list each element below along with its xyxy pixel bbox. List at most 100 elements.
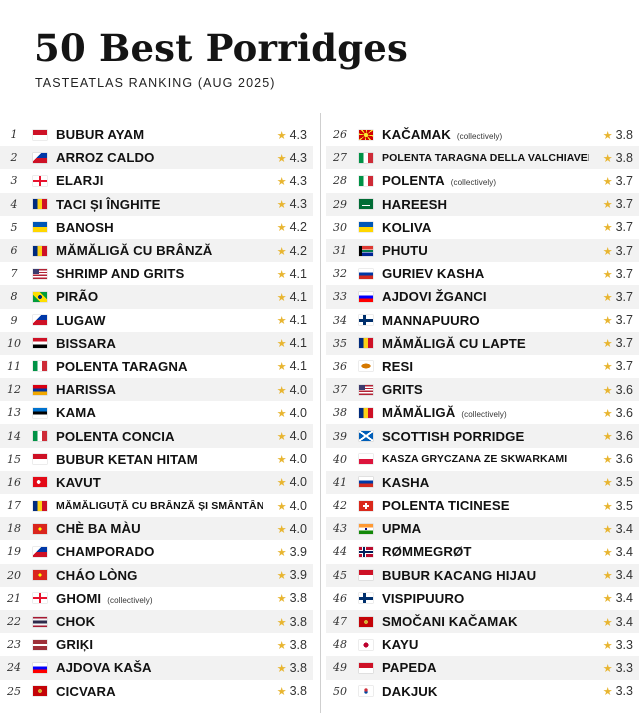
dish-name-text: MĂMĂLIGUȚĂ CU BRÂNZĂ ȘI SMÂNTÂNĂ <box>56 499 263 512</box>
dish-name: GRIĶI <box>56 637 263 652</box>
dish-name: CHÁO LÒNG <box>56 568 263 583</box>
rating: ★ 3.3 <box>589 684 639 698</box>
dish-name: KAČAMAK (collectively) <box>382 127 589 142</box>
dish-name: UPMA <box>382 521 589 536</box>
ranking-row: 14 POLENTA CONCIA ★ 4.0 <box>0 424 313 448</box>
rating-value: 4.1 <box>289 336 307 351</box>
rating: ★ 4.2 <box>263 220 313 234</box>
rating: ★ 3.5 <box>589 475 639 489</box>
rating-value: 3.4 <box>615 591 633 606</box>
italy-flag <box>359 175 373 186</box>
dish-name: BUBUR AYAM <box>56 127 263 142</box>
dish-name: POLENTA CONCIA <box>56 429 263 444</box>
rating-value: 4.0 <box>289 452 307 467</box>
dish-name: MĂMĂLIGĂ CU LAPTE <box>382 336 589 351</box>
rating: ★ 4.0 <box>263 452 313 466</box>
ranking-column-left: 1 BUBUR AYAM ★ 4.3 2 ARROZ CALDO ★ 4.3 3 ELARJI ★ 4… <box>0 123 313 703</box>
dish-name: BUBUR KACANG HIJAU <box>382 568 589 583</box>
rating-value: 3.7 <box>615 220 633 235</box>
rank-number: 33 <box>333 290 347 304</box>
star-icon: ★ <box>602 686 613 699</box>
philippines-flag <box>33 152 47 163</box>
rating-value: 3.7 <box>615 336 633 351</box>
dish-name: POLENTA TARAGNA <box>56 359 263 374</box>
indonesia-flag <box>359 662 373 673</box>
rank-number: 19 <box>7 545 21 559</box>
ranking-row: 25 CICVARA ★ 3.8 <box>0 680 313 703</box>
star-icon: ★ <box>276 407 287 420</box>
rank-number: 22 <box>7 615 21 629</box>
rating: ★ 3.7 <box>589 336 639 350</box>
rating-value: 3.7 <box>615 359 633 374</box>
rank-number: 6 <box>10 244 18 258</box>
star-icon: ★ <box>602 152 613 165</box>
ranking-row: 11 POLENTA TARAGNA ★ 4.1 <box>0 355 313 378</box>
slovenia-flag <box>359 291 373 302</box>
rating: ★ 4.3 <box>263 197 313 211</box>
star-icon: ★ <box>602 477 613 490</box>
dish-name-text: UPMA <box>382 521 422 537</box>
dish-name-text: CHÁO LÒNG <box>56 567 138 583</box>
rank-number: 40 <box>333 452 347 466</box>
rating: ★ 4.3 <box>263 128 313 142</box>
star-icon: ★ <box>276 315 287 328</box>
rating-value: 3.6 <box>615 452 633 467</box>
ranking-column-right: 26 KAČAMAK (collectively) ★ 3.8 27 POLENTA TAR… <box>326 123 639 703</box>
star-icon: ★ <box>602 338 613 351</box>
dish-name: PIRÃO <box>56 289 263 304</box>
dish-name: MĂMĂLIGĂ (collectively) <box>382 405 589 420</box>
ranking-row: 4 TACI ȘI ÎNGHITE ★ 4.3 <box>0 192 313 216</box>
ranking-row: 16 KAVUT ★ 4.0 <box>0 470 313 494</box>
ranking-row: 49 PAPEDA ★ 3.3 <box>326 656 639 680</box>
romania-flag <box>359 338 373 349</box>
rating: ★ 3.6 <box>589 452 639 466</box>
dish-name: BUBUR KETAN HITAM <box>56 452 263 467</box>
dish-name: KASHA <box>382 475 589 490</box>
romania-flag <box>33 245 47 256</box>
latvia-flag <box>33 639 47 650</box>
saudi-arabia-flag <box>359 199 373 210</box>
rating: ★ 4.0 <box>263 475 313 489</box>
dish-name-text: PHUTU <box>382 243 428 259</box>
rating-value: 4.0 <box>289 521 307 536</box>
star-icon: ★ <box>602 175 613 188</box>
dish-name: RØMMEGRØT <box>382 544 589 559</box>
rank-number: 2 <box>10 151 18 165</box>
star-icon: ★ <box>602 454 613 467</box>
rank-number: 3 <box>10 174 18 188</box>
star-icon: ★ <box>276 639 287 652</box>
dish-name-text: AJDOVI ŽGANCI <box>382 289 487 305</box>
dish-name: GURIEV KASHA <box>382 266 589 281</box>
rank-number: 42 <box>333 499 347 513</box>
rating: ★ 3.8 <box>589 151 639 165</box>
rating-value: 3.4 <box>615 544 633 559</box>
rating-value: 3.8 <box>615 150 633 165</box>
philippines-flag <box>33 546 47 557</box>
rating-value: 3.7 <box>615 313 633 328</box>
rank-number: 43 <box>333 522 347 536</box>
dish-name-text: CICVARA <box>56 683 116 699</box>
star-icon: ★ <box>276 152 287 165</box>
rating-value: 4.3 <box>289 197 307 212</box>
ranking-row: 46 VISPIPUURO ★ 3.4 <box>326 587 639 610</box>
star-icon: ★ <box>276 500 287 513</box>
dish-name-text: CHAMPORADO <box>56 544 155 560</box>
dish-name-text: CHÈ BA MÀU <box>56 521 141 537</box>
star-icon: ★ <box>602 199 613 212</box>
ranking-row: 6 MĂMĂLIGĂ CU BRÂNZĂ ★ 4.2 <box>0 238 313 263</box>
rating: ★ 3.7 <box>589 290 639 304</box>
rank-number: 46 <box>333 591 347 605</box>
ranking-row: 8 PIRÃO ★ 4.1 <box>0 285 313 309</box>
ranking-row: 2 ARROZ CALDO ★ 4.3 <box>0 146 313 170</box>
dish-name: AJDOVA KAŠA <box>56 660 263 675</box>
dish-name: VISPIPUURO <box>382 591 589 606</box>
dish-name: MANNAPUURO <box>382 313 589 328</box>
rating-value: 4.1 <box>289 359 307 374</box>
star-icon: ★ <box>602 593 613 606</box>
star-icon: ★ <box>276 338 287 351</box>
star-icon: ★ <box>602 361 613 374</box>
ranking-row: 29 HAREESH ★ 3.7 <box>326 192 639 216</box>
armenia-flag <box>33 384 47 395</box>
rating-value: 3.8 <box>615 127 633 142</box>
star-icon: ★ <box>276 616 287 629</box>
